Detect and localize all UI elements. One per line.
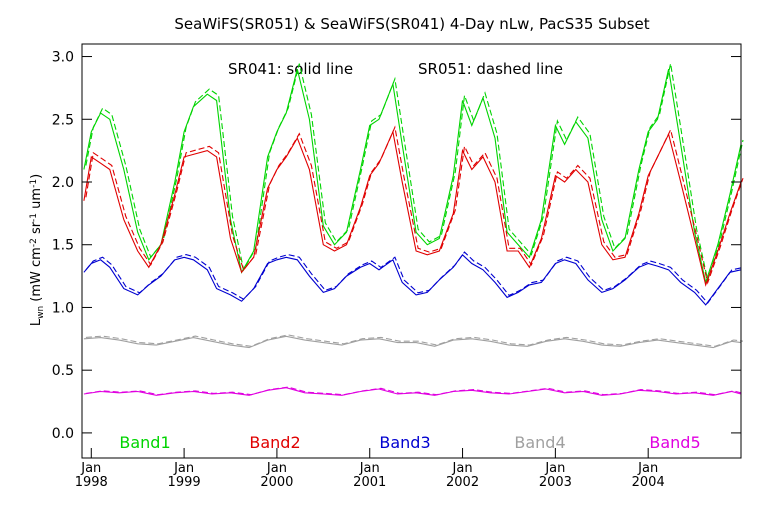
series-line-band5-sr041 (83, 387, 742, 396)
plot-frame (81, 43, 742, 459)
y-tick-label: 2.0 (52, 175, 74, 191)
x-tick-month: Jan (452, 461, 473, 476)
series-line-band1-sr051 (85, 63, 744, 283)
x-tick-year: 2003 (539, 475, 572, 490)
x-tick-year: 2001 (353, 475, 386, 490)
x-tick-year: 1999 (168, 475, 201, 490)
legend-band4: Band4 (514, 433, 565, 452)
x-tick-year: 2002 (446, 475, 479, 490)
x-tick-year: 2004 (632, 475, 665, 490)
legend-band1: Band1 (119, 433, 170, 452)
legend-band5: Band5 (649, 433, 700, 452)
svg-text:Lwn (mW cm-2 sr-1 um-1): Lwn (mW cm-2 sr-1 um-1) (29, 174, 46, 326)
y-tick-label: 2.5 (52, 112, 74, 128)
subtitle-solid: SR041: solid line (228, 60, 353, 78)
x-tick-month: Jan (80, 461, 101, 476)
y-axis-label: Lwn (mW cm-2 sr-1 um-1) (29, 174, 46, 326)
x-tick-month: Jan (544, 461, 565, 476)
y-tick-label: 3.0 (52, 50, 74, 66)
series-line-band5-sr051 (85, 386, 744, 396)
legend-band3: Band3 (379, 433, 430, 452)
series-line-band2-sr041 (83, 129, 742, 287)
legend-band2: Band2 (249, 433, 300, 452)
y-tick-label: 1.5 (52, 238, 74, 254)
y-tick-label: 0.5 (52, 363, 74, 379)
subtitle-dashed: SR051: dashed line (418, 60, 563, 78)
x-tick-year: 1998 (75, 475, 108, 490)
series-line-band4-sr041 (83, 335, 742, 349)
series-line-band3-sr041 (83, 253, 742, 306)
x-tick-month: Jan (359, 461, 380, 476)
x-tick-month: Jan (637, 461, 658, 476)
series-line-band4-sr051 (85, 334, 744, 347)
x-tick-month: Jan (173, 461, 194, 476)
x-tick-month: Jan (266, 461, 287, 476)
chart-title: SeaWiFS(SR051) & SeaWiFS(SR041) 4-Day nL… (174, 15, 649, 33)
series-line-band1-sr041 (83, 68, 742, 285)
y-tick-label: 1.0 (52, 300, 74, 316)
series-line-band2-sr051 (85, 125, 744, 285)
y-tick-label: 0.0 (52, 426, 74, 442)
x-tick-year: 2000 (260, 475, 293, 490)
series-line-band3-sr051 (85, 251, 744, 304)
